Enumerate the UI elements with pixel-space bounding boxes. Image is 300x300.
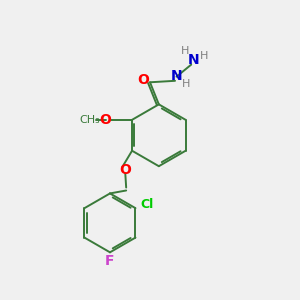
Text: CH₃: CH₃ (79, 115, 100, 125)
Text: F: F (105, 254, 115, 268)
Text: H: H (200, 51, 208, 61)
Text: N: N (171, 69, 182, 83)
Text: O: O (138, 73, 149, 87)
Text: N: N (188, 53, 200, 67)
Text: O: O (119, 163, 131, 177)
Text: H: H (182, 79, 190, 89)
Text: Cl: Cl (140, 198, 153, 211)
Text: O: O (100, 113, 112, 127)
Text: H: H (181, 46, 189, 56)
